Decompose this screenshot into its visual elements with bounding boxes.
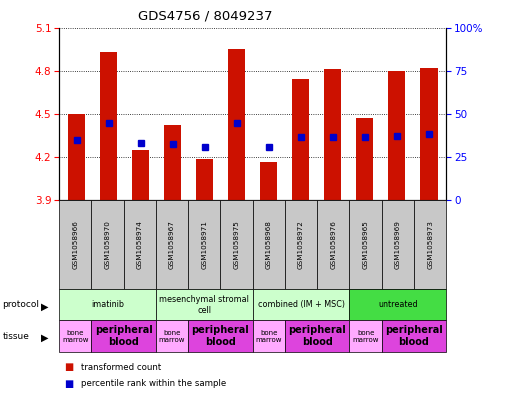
Text: bone
marrow: bone marrow: [159, 329, 185, 343]
Bar: [132, 150, 149, 200]
Text: GSM1058974: GSM1058974: [136, 220, 143, 269]
Text: combined (IM + MSC): combined (IM + MSC): [258, 300, 345, 309]
Text: GSM1058967: GSM1058967: [169, 220, 175, 269]
Text: GSM1058966: GSM1058966: [72, 220, 78, 269]
Text: transformed count: transformed count: [81, 363, 161, 372]
Text: peripheral
blood: peripheral blood: [385, 325, 443, 347]
Text: GSM1058972: GSM1058972: [298, 220, 304, 269]
Text: GSM1058965: GSM1058965: [363, 220, 369, 269]
Text: imatinib: imatinib: [91, 300, 124, 309]
Text: ▶: ▶: [42, 333, 49, 343]
Text: GSM1058976: GSM1058976: [330, 220, 337, 269]
Bar: [228, 49, 245, 200]
Bar: [420, 68, 438, 200]
Text: peripheral
blood: peripheral blood: [95, 325, 152, 347]
Bar: [324, 69, 342, 200]
Bar: [260, 162, 278, 200]
Text: protocol: protocol: [3, 300, 40, 309]
Bar: [100, 52, 117, 200]
Text: ■: ■: [64, 362, 73, 373]
Text: GSM1058975: GSM1058975: [233, 220, 240, 269]
Text: percentile rank within the sample: percentile rank within the sample: [81, 379, 226, 388]
Text: peripheral
blood: peripheral blood: [191, 325, 249, 347]
Bar: [164, 125, 182, 200]
Text: GSM1058970: GSM1058970: [105, 220, 110, 269]
Text: peripheral
blood: peripheral blood: [288, 325, 346, 347]
Bar: [68, 114, 85, 200]
Text: ■: ■: [64, 379, 73, 389]
Bar: [196, 159, 213, 200]
Text: GDS4756 / 8049237: GDS4756 / 8049237: [138, 10, 272, 23]
Bar: [356, 118, 373, 200]
Bar: [388, 71, 405, 200]
Text: GSM1058971: GSM1058971: [201, 220, 207, 269]
Text: GSM1058969: GSM1058969: [395, 220, 401, 269]
Text: GSM1058973: GSM1058973: [427, 220, 433, 269]
Text: tissue: tissue: [3, 332, 29, 340]
Text: ▶: ▶: [42, 301, 49, 312]
Text: mesenchymal stromal
cell: mesenchymal stromal cell: [160, 294, 249, 315]
Text: bone
marrow: bone marrow: [352, 329, 379, 343]
Text: GSM1058968: GSM1058968: [266, 220, 272, 269]
Text: bone
marrow: bone marrow: [255, 329, 282, 343]
Text: untreated: untreated: [378, 300, 418, 309]
Text: bone
marrow: bone marrow: [62, 329, 88, 343]
Bar: [292, 79, 309, 200]
